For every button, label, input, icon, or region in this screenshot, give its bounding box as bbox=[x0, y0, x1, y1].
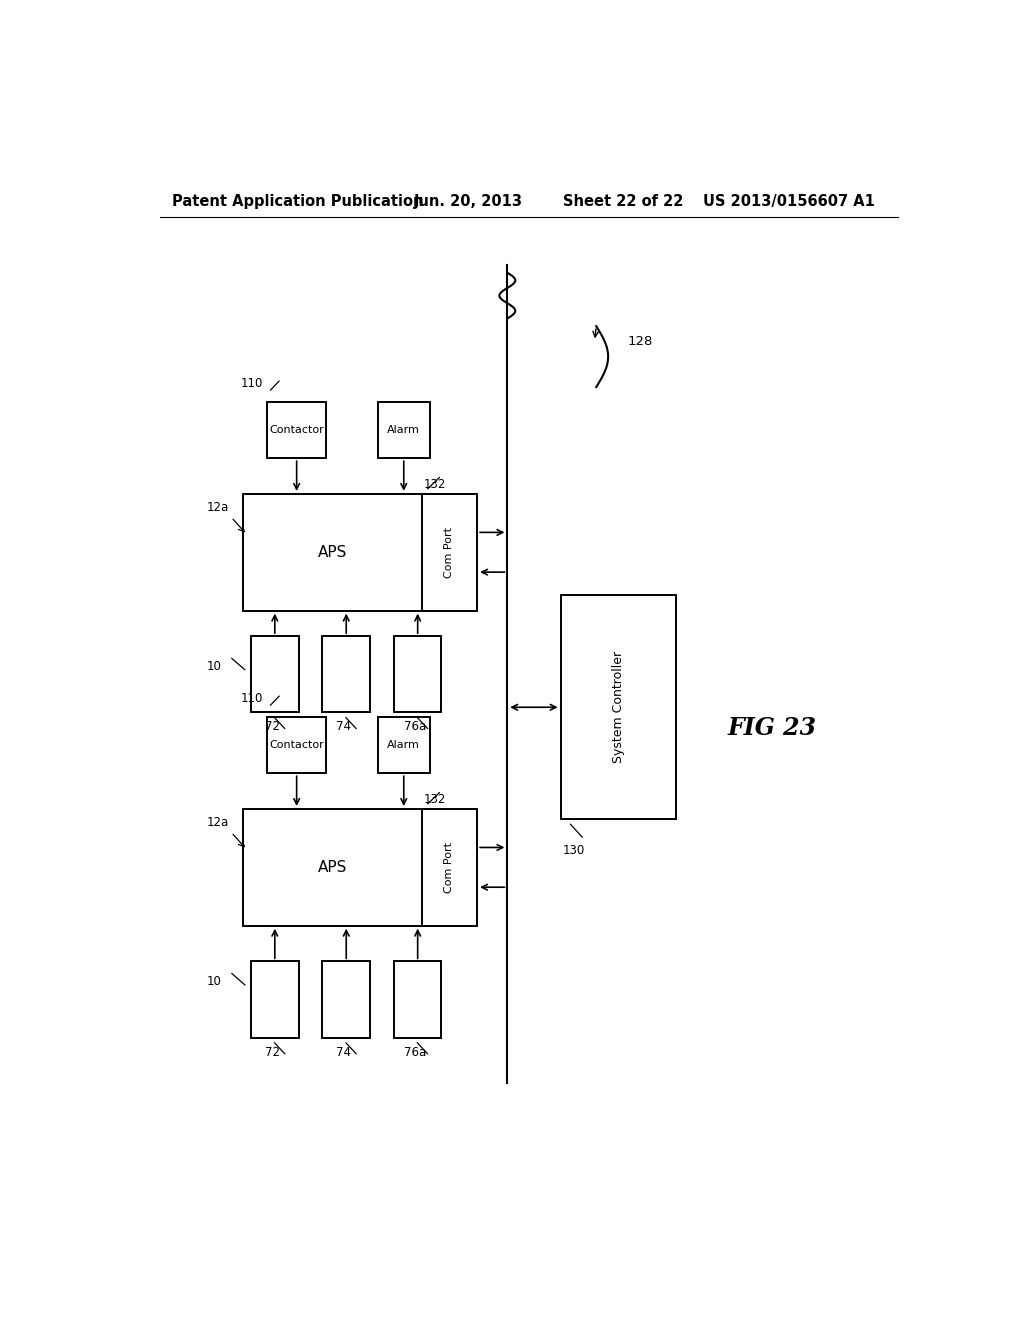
Text: 110: 110 bbox=[241, 378, 263, 391]
Text: 76a: 76a bbox=[404, 1045, 426, 1059]
Bar bbox=[560, 595, 676, 818]
Bar bbox=[378, 403, 430, 458]
Text: APS: APS bbox=[317, 859, 347, 875]
Text: 130: 130 bbox=[563, 845, 585, 858]
Bar bbox=[394, 961, 441, 1038]
Text: 132: 132 bbox=[424, 793, 446, 805]
Bar bbox=[267, 403, 327, 458]
Text: Com Port: Com Port bbox=[444, 527, 455, 578]
Text: 10: 10 bbox=[207, 975, 221, 989]
Text: FIG 23: FIG 23 bbox=[727, 715, 816, 739]
Text: 128: 128 bbox=[628, 335, 653, 348]
Text: 12a: 12a bbox=[207, 502, 228, 515]
Text: 72: 72 bbox=[265, 721, 280, 734]
Text: Alarm: Alarm bbox=[387, 741, 420, 750]
Text: 12a: 12a bbox=[207, 817, 228, 829]
Text: System Controller: System Controller bbox=[611, 651, 625, 763]
Bar bbox=[267, 718, 327, 774]
Text: US 2013/0156607 A1: US 2013/0156607 A1 bbox=[703, 194, 876, 209]
Bar bbox=[323, 636, 370, 713]
Bar bbox=[251, 961, 299, 1038]
Text: Contactor: Contactor bbox=[269, 425, 324, 436]
Text: Patent Application Publication: Patent Application Publication bbox=[172, 194, 423, 209]
Bar bbox=[251, 636, 299, 713]
Text: 132: 132 bbox=[424, 478, 446, 491]
Bar bbox=[422, 809, 477, 925]
Text: Sheet 22 of 22: Sheet 22 of 22 bbox=[563, 194, 683, 209]
Text: Contactor: Contactor bbox=[269, 741, 324, 750]
Text: 110: 110 bbox=[241, 692, 263, 705]
Bar bbox=[243, 494, 477, 611]
Bar bbox=[243, 809, 477, 925]
Bar bbox=[378, 718, 430, 774]
Text: 10: 10 bbox=[207, 660, 221, 673]
Text: Jun. 20, 2013: Jun. 20, 2013 bbox=[414, 194, 522, 209]
Text: 72: 72 bbox=[265, 1045, 280, 1059]
Bar bbox=[323, 961, 370, 1038]
Text: Alarm: Alarm bbox=[387, 425, 420, 436]
Text: 76a: 76a bbox=[404, 721, 426, 734]
Bar bbox=[394, 636, 441, 713]
Text: APS: APS bbox=[317, 545, 347, 560]
Text: 74: 74 bbox=[336, 721, 351, 734]
Bar bbox=[422, 494, 477, 611]
Text: 74: 74 bbox=[336, 1045, 351, 1059]
Text: Com Port: Com Port bbox=[444, 842, 455, 892]
